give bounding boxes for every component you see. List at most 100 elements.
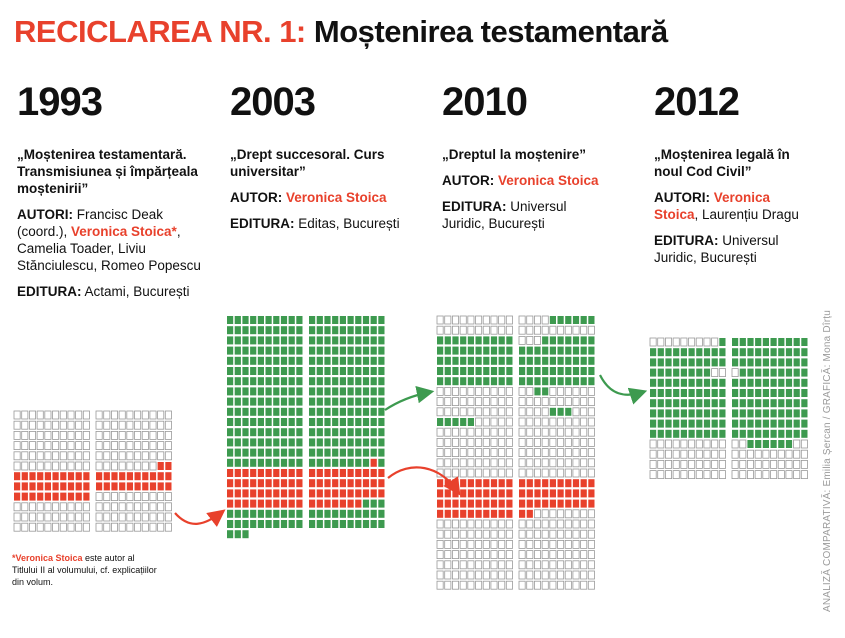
page-cell (460, 418, 467, 426)
page-cell (688, 459, 696, 469)
page-cell (157, 492, 165, 502)
page-cell (347, 499, 354, 508)
page-cell (257, 469, 264, 477)
page-cell (296, 367, 303, 375)
page-cell (719, 358, 726, 367)
page-cell (801, 338, 808, 346)
page-cell (451, 397, 459, 407)
page-cell (347, 520, 354, 528)
page-cell (755, 409, 762, 418)
page-cell (332, 356, 339, 365)
page-cell (518, 315, 526, 325)
page-cell (770, 358, 777, 367)
page-cell (519, 356, 526, 365)
page-cell (36, 461, 44, 471)
page-cell (436, 407, 444, 417)
page-cell (157, 522, 165, 532)
page-cell (339, 346, 346, 355)
page-cell (572, 570, 580, 580)
page-cell (475, 550, 483, 559)
page-cell (718, 449, 726, 459)
page-cell (534, 570, 542, 580)
page-cell (762, 389, 769, 397)
page-cell (288, 407, 295, 416)
page-cell (437, 367, 444, 375)
page-cell (296, 377, 303, 386)
page-cell (280, 397, 288, 406)
page-cell (355, 428, 362, 437)
page-cell (157, 410, 165, 420)
page-cell (703, 449, 711, 459)
page-cell (13, 461, 21, 471)
page-cell (526, 407, 534, 417)
page-cell (227, 509, 234, 518)
page-cell (95, 492, 103, 502)
page-cell (436, 458, 444, 468)
page-cell (719, 389, 726, 397)
page-cell (339, 326, 346, 335)
page-cell (378, 377, 385, 386)
page-cell (459, 386, 467, 396)
page-cell (52, 461, 60, 471)
page-cell (703, 470, 711, 480)
page-cell (588, 367, 595, 375)
page-cell (526, 427, 534, 437)
page-cell (754, 459, 762, 469)
page-cell (657, 358, 664, 367)
page-cell (475, 458, 483, 468)
page-cell (467, 325, 475, 335)
page-cell (588, 316, 595, 324)
page-cell (362, 520, 370, 528)
page-cell (21, 410, 29, 420)
page-cell (549, 417, 557, 427)
page-cell (242, 418, 249, 426)
page-cell (557, 437, 565, 447)
page-cell (587, 437, 595, 447)
page-cell (505, 427, 513, 437)
page-cell (339, 316, 346, 324)
page-cell (52, 430, 60, 440)
page-cell (557, 560, 565, 570)
page-cell (793, 338, 800, 346)
page-cell (498, 377, 505, 386)
page-cell (673, 429, 680, 438)
page-cell (680, 399, 687, 408)
page-cell (309, 377, 316, 386)
page-cell (732, 389, 739, 397)
page-cell (242, 356, 249, 365)
page-cell (755, 429, 762, 438)
page-cell (265, 469, 272, 477)
page-cell (580, 458, 588, 468)
page-cell (785, 459, 793, 469)
page-cell (273, 458, 280, 467)
page-cell (800, 449, 808, 459)
page-cell (459, 458, 467, 468)
page-cell (257, 448, 264, 457)
page-cell (355, 418, 362, 426)
page-cell (778, 358, 785, 367)
page-cell (665, 368, 672, 377)
page-cell (362, 458, 370, 467)
page-cell (234, 520, 241, 528)
publisher-value: Editas, București (298, 216, 400, 231)
page-cell (650, 399, 657, 408)
page-cell (60, 492, 67, 501)
page-cell (718, 368, 726, 378)
page-cell (44, 482, 51, 491)
page-cell (680, 389, 687, 397)
page-cell (498, 540, 506, 549)
page-cell (157, 430, 165, 440)
page-cell (452, 509, 459, 518)
page-cell (444, 325, 452, 335)
page-cell (460, 356, 467, 365)
page-cell (498, 519, 506, 529)
page-cell (672, 470, 680, 480)
page-cell (280, 418, 288, 426)
page-cell (242, 336, 249, 345)
page-cell (549, 550, 557, 559)
page-cell (149, 472, 157, 481)
page-cell (732, 429, 739, 438)
page-cell (657, 399, 664, 408)
page-cell (347, 397, 354, 406)
page-cell (234, 458, 241, 467)
